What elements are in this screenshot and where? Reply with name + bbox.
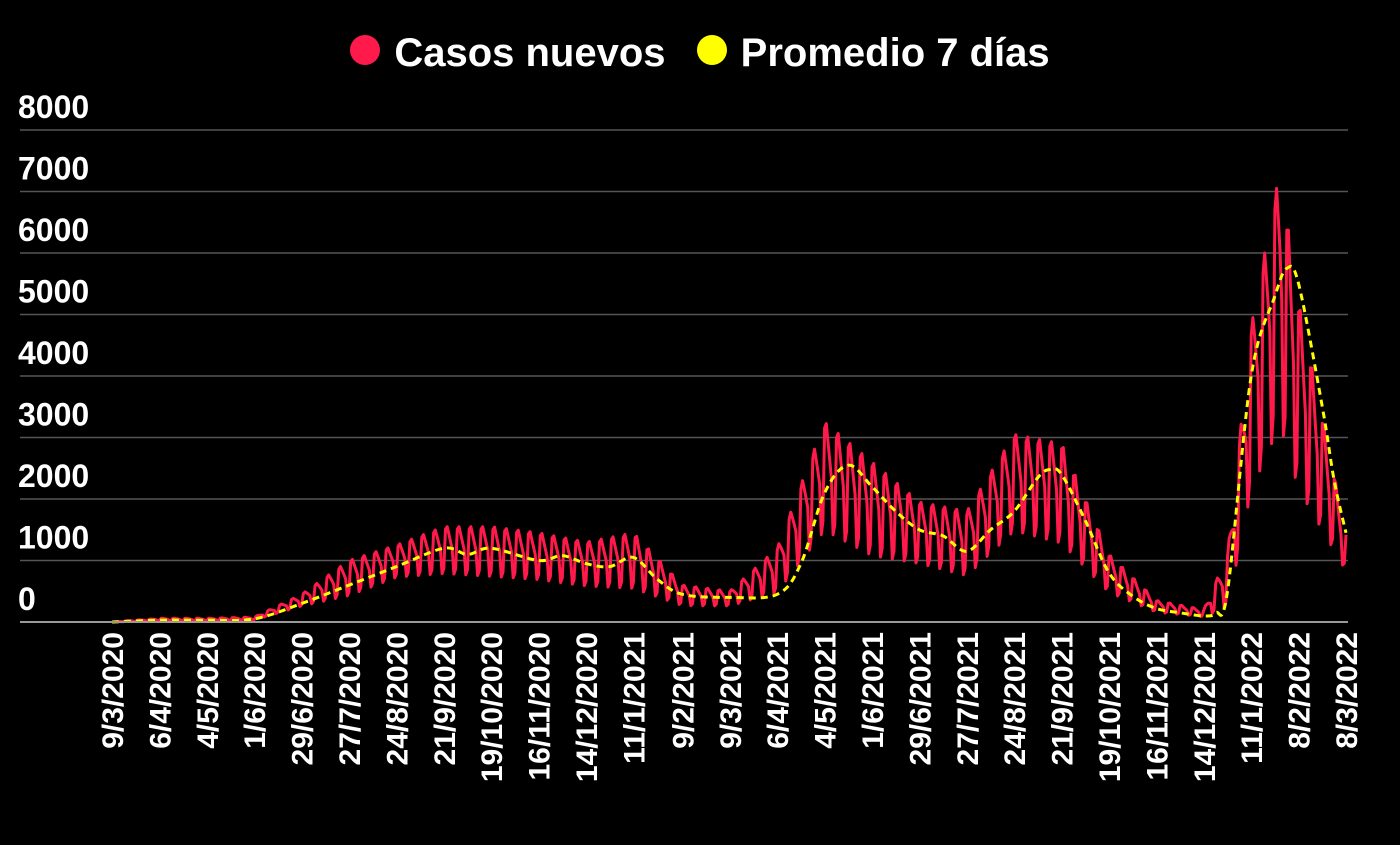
x-tick-label-16: 1/6/2021 — [857, 632, 890, 749]
x-tick-label-2: 4/5/2020 — [192, 632, 225, 749]
y-tick-label-4000: 4000 — [18, 335, 89, 371]
x-axis-labels: 9/3/2020 6/4/2020 4/5/2020 1/6/2020 29/6/202… — [97, 632, 1364, 782]
x-tick-label-5: 27/7/2020 — [334, 632, 367, 765]
x-tick-label-15: 4/5/2021 — [810, 632, 843, 749]
legend-label-casos-nuevos: Casos nuevos — [394, 30, 666, 75]
y-tick-label-3000: 3000 — [18, 397, 89, 433]
gridlines — [20, 129, 1348, 562]
x-tick-label-20: 21/9/2021 — [1047, 632, 1080, 765]
x-tick-label-1: 6/4/2020 — [144, 632, 177, 749]
x-tick-label-13: 9/3/2021 — [715, 632, 748, 749]
y-tick-label-0: 0 — [18, 581, 36, 617]
y-tick-label-7000: 7000 — [18, 151, 89, 187]
x-tick-label-3: 1/6/2020 — [239, 632, 272, 749]
legend: Casos nuevos Promedio 7 días — [0, 28, 1400, 76]
y-tick-label-1000: 1000 — [18, 520, 89, 556]
x-tick-label-10: 14/12/2020 — [571, 632, 604, 782]
x-tick-label-8: 19/10/2020 — [476, 632, 509, 782]
series-line-promedio-7-dias — [111, 264, 1348, 624]
series-layer — [111, 186, 1348, 624]
x-tick-label-18: 27/7/2021 — [952, 632, 985, 765]
y-tick-label-5000: 5000 — [18, 274, 89, 310]
y-axis-labels: 0 1000 2000 3000 4000 5000 6000 7000 8000 — [18, 89, 89, 617]
legend-label-promedio: Promedio 7 días — [740, 30, 1050, 75]
x-tick-label-9: 16/11/2020 — [524, 632, 557, 781]
x-tick-label-11: 11/1/2021 — [618, 632, 651, 764]
x-tick-label-7: 21/9/2020 — [429, 632, 462, 765]
x-tick-label-12: 9/2/2021 — [667, 632, 700, 749]
legend-marker-red — [350, 35, 381, 66]
x-tick-label-26: 8/3/2022 — [1331, 632, 1364, 749]
legend-item-promedio: Promedio 7 días — [696, 29, 1050, 76]
legend-marker-yellow — [696, 35, 727, 66]
x-tick-label-21: 19/10/2021 — [1094, 632, 1127, 782]
x-tick-label-19: 24/8/2021 — [999, 632, 1032, 765]
y-tick-label-2000: 2000 — [18, 458, 89, 494]
x-tick-label-23: 14/12/2021 — [1189, 632, 1222, 782]
x-tick-label-14: 6/4/2021 — [762, 632, 795, 749]
y-tick-label-6000: 6000 — [18, 212, 89, 248]
x-tick-label-17: 29/6/2021 — [904, 632, 937, 765]
x-tick-label-4: 29/6/2020 — [287, 632, 320, 765]
y-tick-label-8000: 8000 — [18, 89, 89, 125]
x-tick-label-24: 11/1/2022 — [1236, 632, 1269, 764]
x-tick-label-6: 24/8/2020 — [381, 632, 414, 765]
legend-item-casos-nuevos: Casos nuevos — [350, 29, 666, 76]
x-tick-label-0: 9/3/2020 — [97, 632, 130, 749]
x-tick-label-25: 8/2/2022 — [1284, 632, 1317, 749]
x-tick-label-22: 16/11/2021 — [1141, 632, 1174, 781]
